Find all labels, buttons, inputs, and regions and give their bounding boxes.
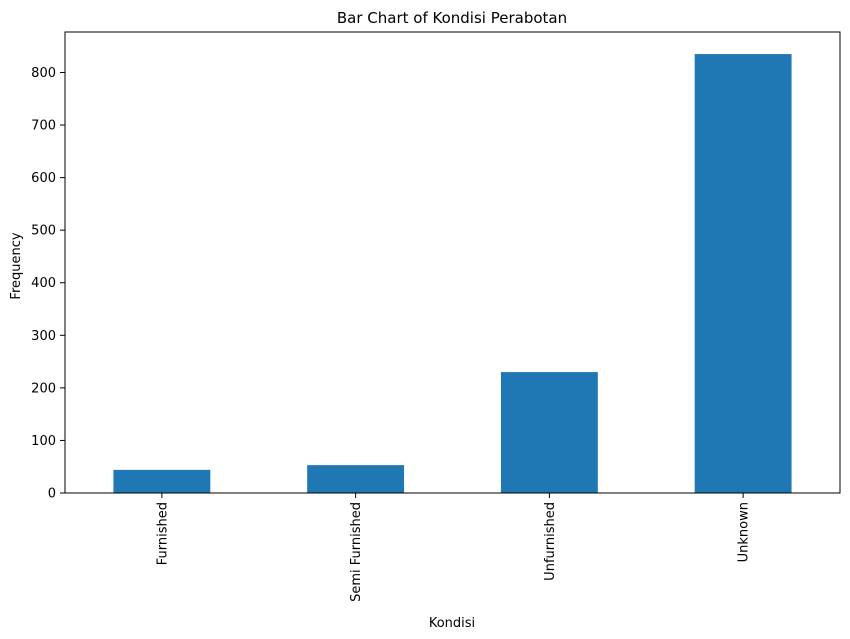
x-tick-label: Furnished	[155, 502, 170, 565]
x-tick-label: Semi Furnished	[349, 502, 364, 602]
y-tick-label: 0	[48, 487, 56, 502]
axes-frame	[64, 31, 841, 494]
y-axis-label: Frequency	[9, 232, 24, 299]
x-axis-label: Kondisi	[429, 616, 475, 631]
bar-unfurnished	[500, 372, 598, 493]
plot-area: 0 100 200 300 400 500 600 700 800 Furnished Semi F…	[31, 31, 841, 602]
x-tick-label: Unfurnished	[543, 502, 558, 581]
x-tick-label: Unknown	[737, 502, 752, 562]
y-tick-label: 100	[31, 434, 56, 449]
y-tick-label: 500	[31, 224, 56, 239]
bar-furnished	[113, 469, 211, 493]
y-tick-label: 800	[31, 66, 56, 81]
y-tick-label: 700	[31, 119, 56, 134]
bar-semi-furnished	[307, 465, 405, 493]
chart-title: Bar Chart of Kondisi Perabotan	[337, 9, 567, 27]
y-tick-label: 600	[31, 171, 56, 186]
y-tick-label: 200	[31, 381, 56, 396]
bar-unknown	[694, 54, 792, 493]
y-tick-label: 400	[31, 276, 56, 291]
y-tick-label: 300	[31, 329, 56, 344]
